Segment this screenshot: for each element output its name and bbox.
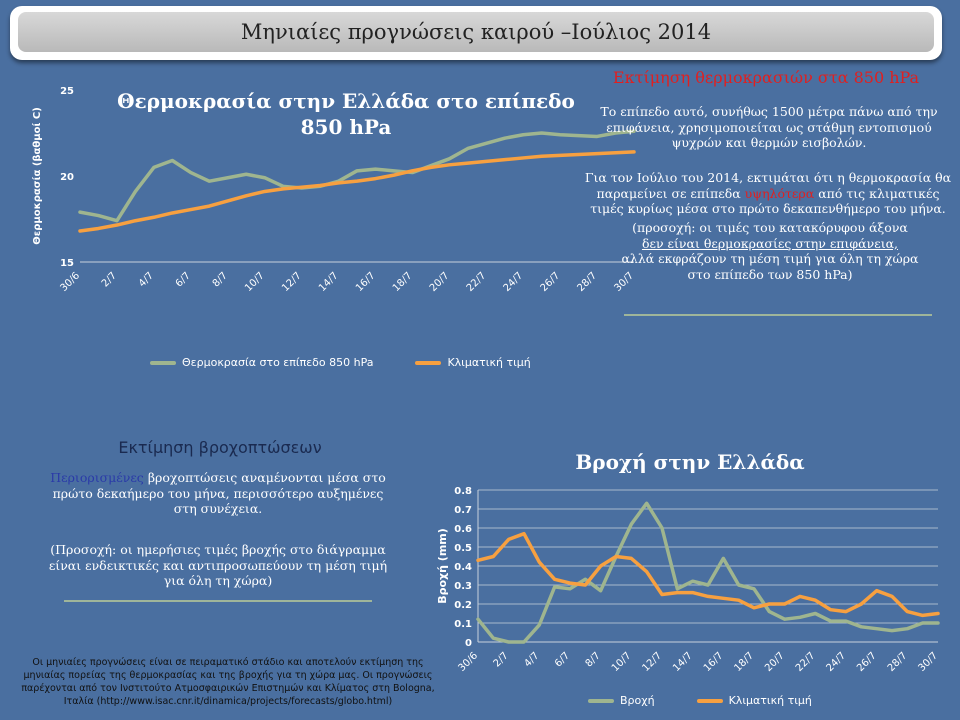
x-tick-label: 14/7 <box>671 650 695 674</box>
x-tick-label: 24/7 <box>824 650 848 674</box>
x-tick-label: 16/7 <box>354 270 378 294</box>
rain-highlight: Περιορισμένες <box>50 470 144 485</box>
y-tick-label: 0.2 <box>454 600 472 611</box>
x-tick-label: 18/7 <box>732 650 756 674</box>
footer-line-3: παρέχονται από τον Ινστιτούτο Ατμοσφαιρι… <box>21 683 435 694</box>
x-tick-label: 26/7 <box>539 270 563 294</box>
rain-heading: Εκτίμηση βροχοπτώσεων <box>118 438 322 457</box>
y-tick-label: 15 <box>60 258 74 269</box>
title-banner: Μηνιαίες προγνώσεις καιρού –Ιούλιος 2014 <box>10 6 942 60</box>
x-tick-label: 14/7 <box>317 270 341 294</box>
y-tick-label: 0.1 <box>454 619 472 630</box>
legend-swatch-rain-climate <box>696 698 723 703</box>
legend-label-temp: Θερμοκρασία στο επίπεδο 850 hPa <box>182 356 374 369</box>
y-tick-label: 0.8 <box>454 486 472 497</box>
x-tick-label: 12/7 <box>280 270 304 294</box>
x-tick-label: 26/7 <box>855 650 879 674</box>
x-tick-label: 22/7 <box>465 270 489 294</box>
rain-paragraph-1: Περιορισμένες βροχοπτώσεις αναμένονται μ… <box>40 470 396 517</box>
x-tick-label: 20/7 <box>428 270 452 294</box>
series-line-1 <box>476 501 940 644</box>
legend-swatch-climate <box>415 360 442 365</box>
rain-paragraph-2: (Προσοχή: οι ημερήσιες τιμές βροχής στο … <box>48 542 388 588</box>
legend-swatch-temp <box>150 360 176 365</box>
x-tick-label: 18/7 <box>391 270 415 294</box>
page-title: Μηνιαίες προγνώσεις καιρού –Ιούλιος 2014 <box>18 12 934 52</box>
y-tick-label: 0.7 <box>454 505 472 516</box>
temperature-divider <box>624 314 932 316</box>
y-tick-label: 0.4 <box>454 562 472 573</box>
y-axis-label: Θερμοκρασία (βαθμοί C) <box>31 107 43 245</box>
x-tick-label: 22/7 <box>794 650 818 674</box>
footer-note: Οι μηνιαίες προγνώσεις είναι σε πειραματ… <box>0 656 456 708</box>
footer-line-2: μηνιαίας πορείας της θερμοκρασίας και τη… <box>23 670 433 681</box>
series-line-2 <box>78 150 636 233</box>
y-tick-label: 20 <box>60 172 74 183</box>
temperature-paragraph-2: Για τον Ιούλιο του 2014, εκτιμάται ότι η… <box>584 170 952 217</box>
x-tick-label: 28/7 <box>576 270 600 294</box>
temperature-paragraph-2-end: από τις κλιματικές τιμές κυρίως μέσα στο… <box>590 185 946 217</box>
temperature-chart-title: Θερμοκρασία στην Ελλάδα στο επίπεδο 850 … <box>117 89 575 139</box>
x-tick-label: 28/7 <box>886 650 910 674</box>
temperature-note: (προσοχή: οι τιμές του κατακόρυφου άξονα… <box>600 220 940 282</box>
y-tick-label: 0 <box>465 638 472 649</box>
temperature-note-line4: στο επίπεδο των 850 hPa) <box>687 266 853 282</box>
x-tick-label: 12/7 <box>640 650 664 674</box>
x-tick-label: 16/7 <box>702 650 726 674</box>
x-tick-label: 20/7 <box>763 650 787 674</box>
x-tick-label: 6/7 <box>174 270 193 289</box>
x-tick-label: 24/7 <box>502 270 526 294</box>
rain-divider <box>64 600 372 602</box>
y-tick-label: 0.3 <box>454 581 472 592</box>
y-axis-label: Βροχή (mm) <box>436 528 449 604</box>
y-tick-label: 0.5 <box>454 543 472 554</box>
temperature-paragraph-1: Το επίπεδο αυτό, συνήθως 1500 μέτρα πάνω… <box>600 104 938 150</box>
series-line-2 <box>476 531 940 618</box>
x-tick-label: 2/7 <box>100 270 119 289</box>
x-tick-label: 8/7 <box>584 650 603 669</box>
temperature-note-line3: αλλά εκφράζουν τη μέση τιμή για όλη τη χ… <box>621 251 919 266</box>
legend-label-climate: Κλιματική τιμή <box>447 356 531 369</box>
footer-line-4: Ιταλία (http://www.isac.cnr.it/dinamica/… <box>63 696 393 707</box>
x-tick-label: 10/7 <box>243 270 267 294</box>
temperature-note-line1: (προσοχή: οι τιμές του κατακόρυφου άξονα <box>632 220 908 235</box>
temperature-paragraph-2-start: Για τον Ιούλιο του 2014, εκτιμάται ότι η… <box>584 170 952 201</box>
footer-line-1: Οι μηνιαίες προγνώσεις είναι σε πειραματ… <box>32 657 424 668</box>
temperature-note-underlined: δεν είναι θερμοκρασίες στην επιφάνεια, <box>641 235 899 251</box>
temperature-heading: Εκτίμηση θερμοκρασιών στα 850 hPa <box>612 68 920 87</box>
temperature-legend: Θερμοκρασία στο επίπεδο 850 hPa Κλιματικ… <box>150 356 531 369</box>
x-tick-label: 4/7 <box>137 270 156 289</box>
rainfall-legend: Βροχή Κλιματική τιμή <box>588 694 812 707</box>
x-tick-label: 30/7 <box>916 650 940 674</box>
legend-label-rain: Βροχή <box>620 694 655 707</box>
x-tick-label: 4/7 <box>522 650 541 669</box>
series-line-1 <box>78 129 636 223</box>
rainfall-chart-title: Βροχή στην Ελλάδα <box>575 450 805 474</box>
temperature-highlight: υψηλότερα <box>744 185 815 201</box>
x-tick-label: 10/7 <box>610 650 634 674</box>
x-tick-label: 2/7 <box>492 650 511 669</box>
y-tick-label: 25 <box>60 86 74 97</box>
x-tick-label: 30/6 <box>58 270 82 294</box>
legend-label-rain-climate: Κλιματική τιμή <box>728 694 812 707</box>
legend-swatch-rain <box>588 698 614 703</box>
y-tick-label: 0.6 <box>454 524 472 535</box>
x-tick-label: 30/6 <box>456 650 480 674</box>
rain-paragraph-1-rest: βροχοπτώσεις αναμένονται μέσα στο πρώτο … <box>52 470 386 516</box>
x-tick-label: 6/7 <box>553 650 572 669</box>
x-tick-label: 8/7 <box>211 270 230 289</box>
